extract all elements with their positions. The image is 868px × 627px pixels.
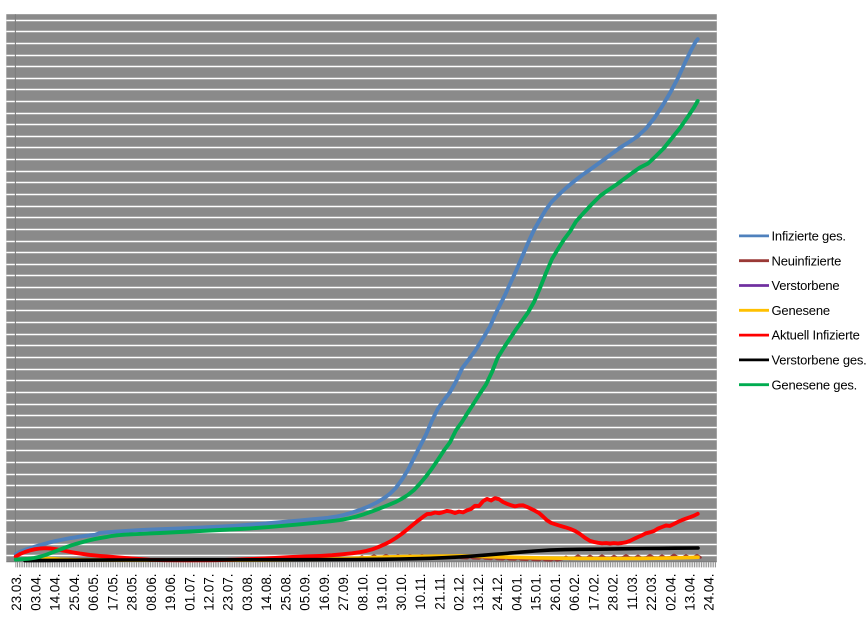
svg-text:Verstorbene: Verstorbene <box>772 278 840 293</box>
svg-text:19.06.: 19.06. <box>163 574 178 611</box>
svg-text:Verstorbene ges.: Verstorbene ges. <box>772 353 867 368</box>
svg-text:28.05.: 28.05. <box>125 574 140 611</box>
svg-text:13.12.: 13.12. <box>471 574 486 611</box>
svg-text:16.09.: 16.09. <box>317 574 332 611</box>
svg-text:21.11.: 21.11. <box>432 574 447 610</box>
svg-text:Neuinfizierte: Neuinfizierte <box>772 253 842 268</box>
svg-text:Genesene: Genesene <box>772 303 830 318</box>
svg-text:06.02.: 06.02. <box>567 574 582 611</box>
svg-text:05.09.: 05.09. <box>298 574 313 611</box>
svg-text:01.07.: 01.07. <box>182 574 197 611</box>
svg-text:03.04.: 03.04. <box>28 574 43 611</box>
svg-text:Infizierte ges.: Infizierte ges. <box>772 229 846 244</box>
svg-text:14.04.: 14.04. <box>48 574 63 611</box>
svg-text:27.09.: 27.09. <box>336 574 351 611</box>
svg-text:30.10.: 30.10. <box>394 574 409 611</box>
svg-text:08.10.: 08.10. <box>355 574 370 611</box>
svg-text:17.02.: 17.02. <box>586 574 601 611</box>
svg-text:08.06.: 08.06. <box>144 574 159 611</box>
svg-text:06.05.: 06.05. <box>86 574 101 611</box>
svg-text:02.04.: 02.04. <box>663 574 678 611</box>
svg-text:24.04.: 24.04. <box>702 574 717 611</box>
svg-text:12.07.: 12.07. <box>202 574 217 611</box>
svg-text:02.12.: 02.12. <box>452 574 467 611</box>
svg-text:13.04.: 13.04. <box>683 574 698 611</box>
svg-text:23.03.: 23.03. <box>9 574 24 611</box>
svg-text:22.03.: 22.03. <box>644 574 659 611</box>
svg-text:23.07.: 23.07. <box>221 574 236 611</box>
svg-text:19.10.: 19.10. <box>375 574 390 611</box>
svg-text:24.12.: 24.12. <box>490 574 505 611</box>
svg-text:Aktuell Infizierte: Aktuell Infizierte <box>772 328 860 343</box>
svg-text:04.01.: 04.01. <box>509 574 524 611</box>
svg-text:26.01.: 26.01. <box>548 574 563 611</box>
svg-text:14.08.: 14.08. <box>259 574 274 611</box>
svg-text:28.02.: 28.02. <box>606 574 621 611</box>
svg-text:15.01.: 15.01. <box>529 574 544 611</box>
svg-text:25.08.: 25.08. <box>279 574 294 611</box>
svg-text:17.05.: 17.05. <box>105 574 120 611</box>
svg-text:10.11.: 10.11. <box>413 574 428 610</box>
svg-text:03.08.: 03.08. <box>240 574 255 611</box>
svg-text:Genesene ges.: Genesene ges. <box>772 377 858 392</box>
svg-text:11.03.: 11.03. <box>625 574 640 610</box>
svg-text:25.04.: 25.04. <box>67 574 82 611</box>
